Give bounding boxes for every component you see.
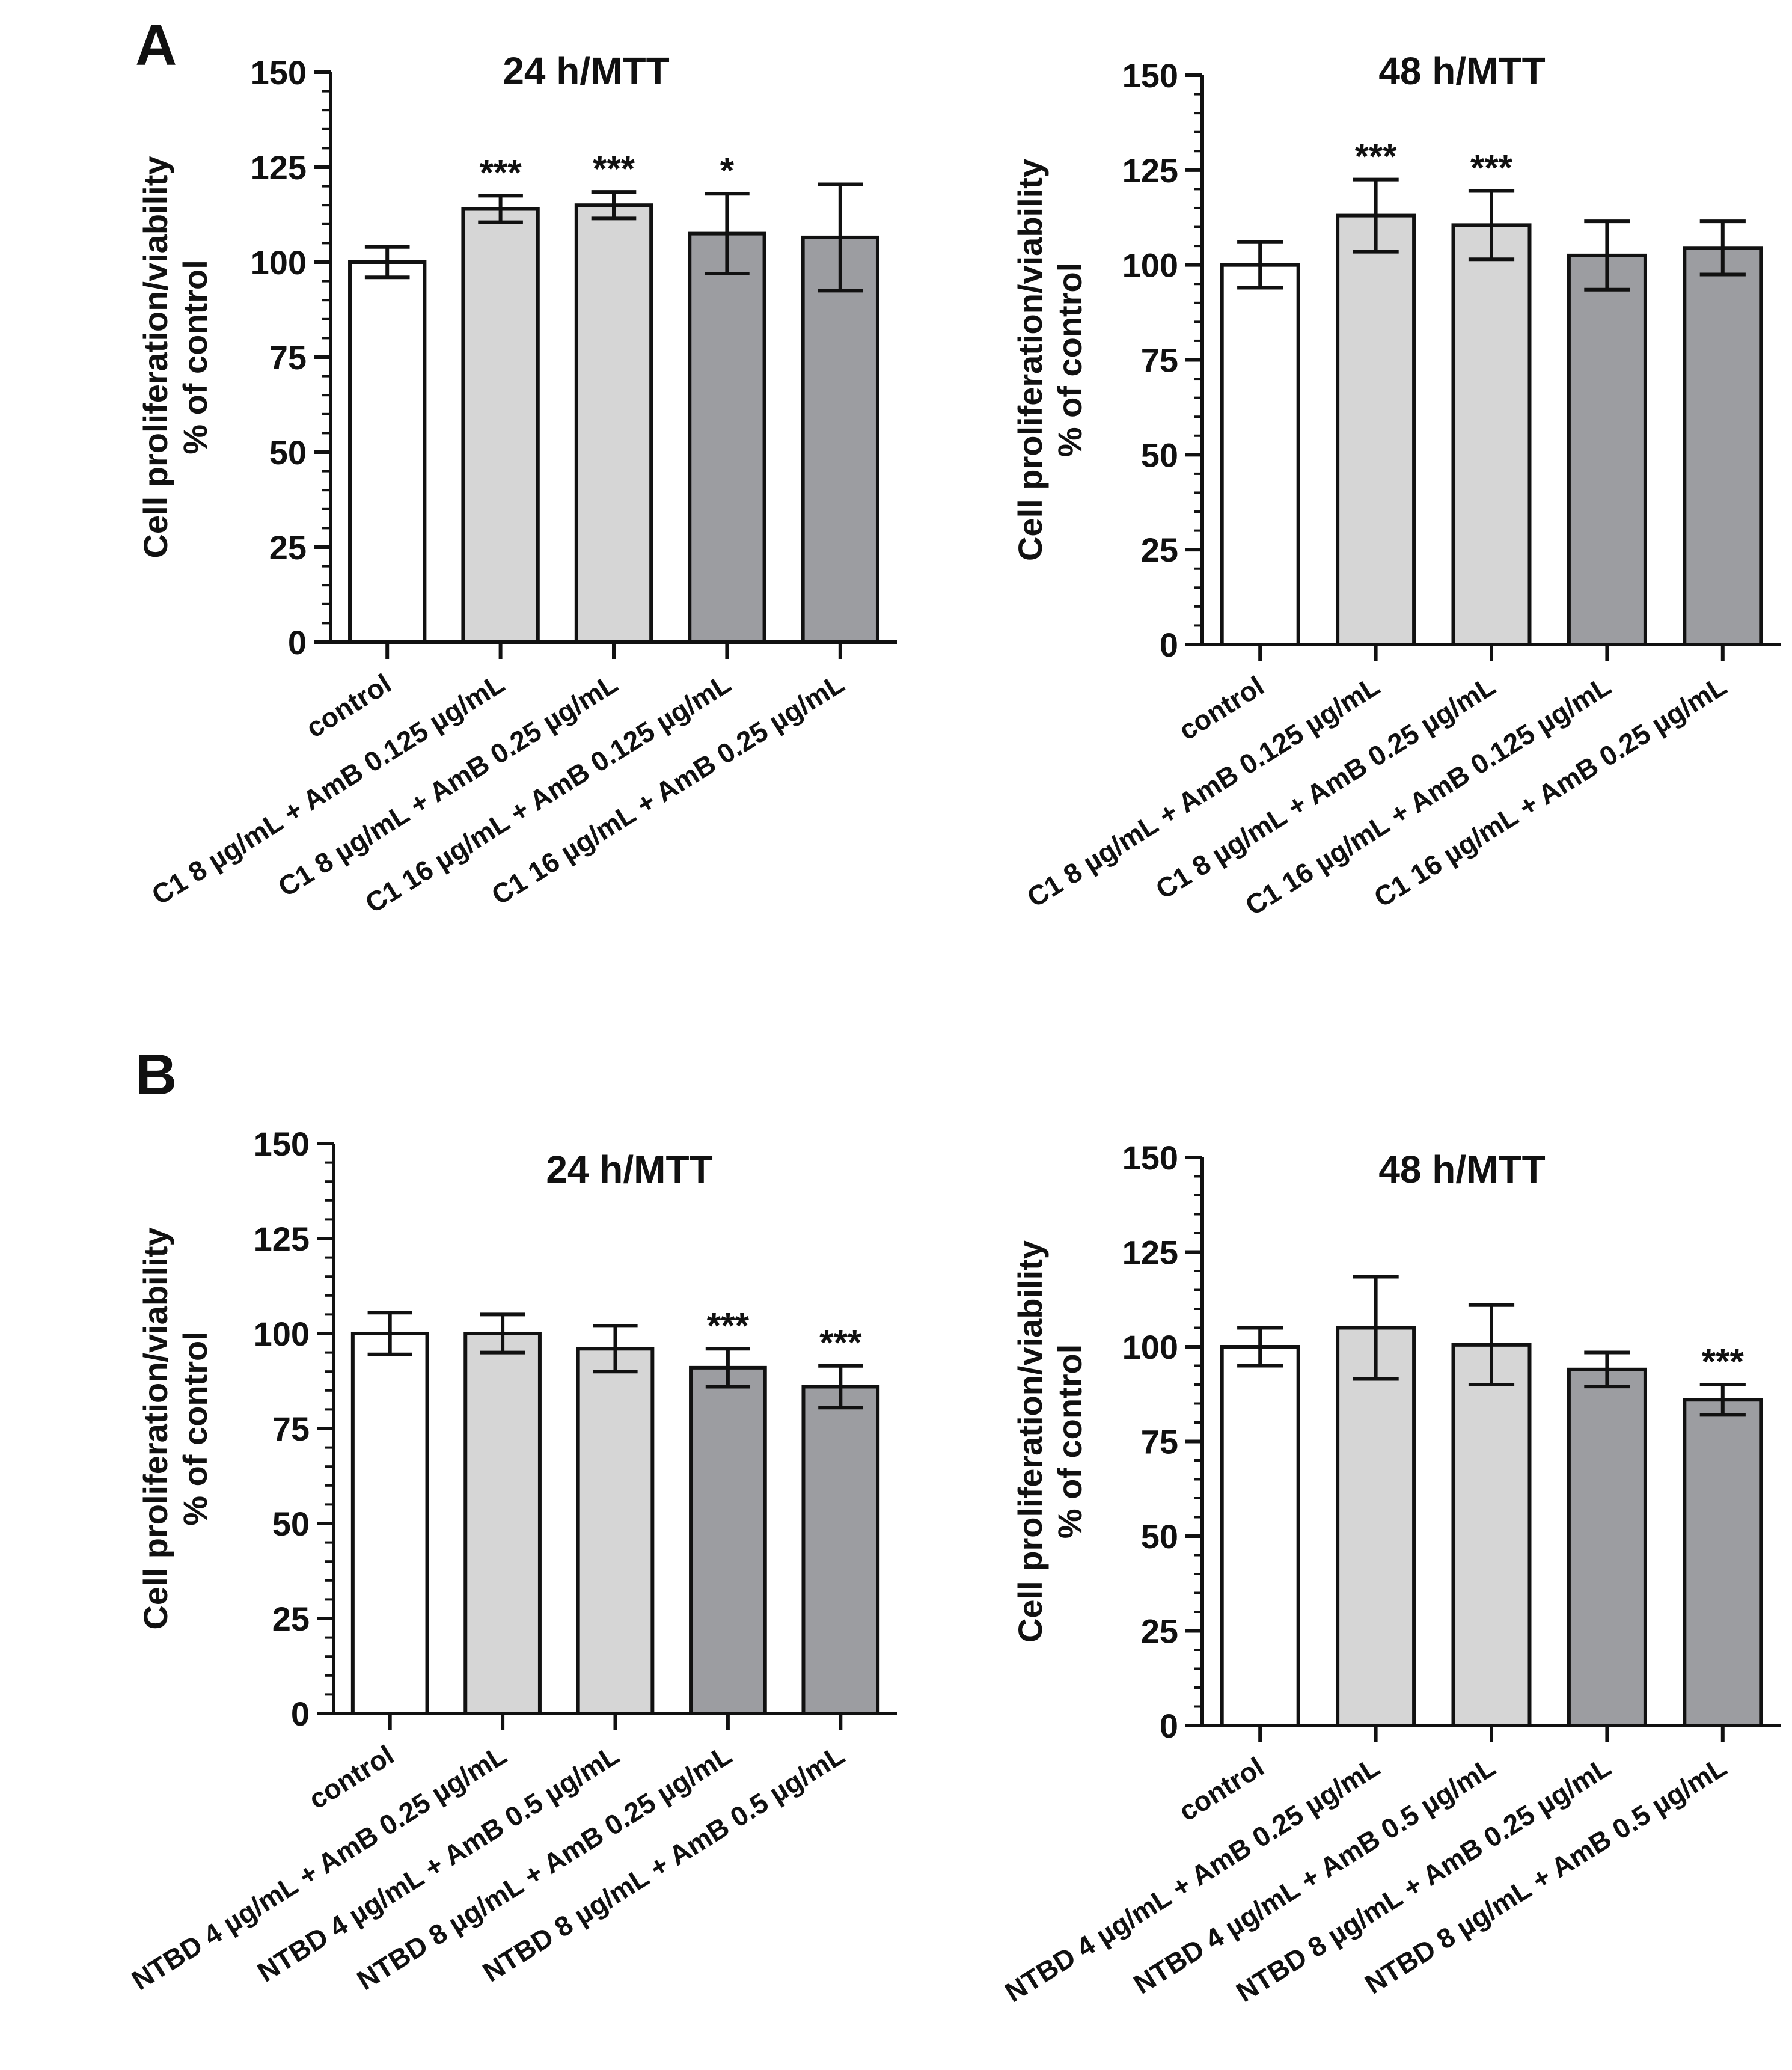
- chart-2: 48 h/MTT Cell proliferation/viability% of…: [1011, 49, 1781, 922]
- bar: [1336, 1326, 1416, 1727]
- chart-4: 48 h/MTT Cell proliferation/viability% of…: [999, 1139, 1781, 2008]
- bar: [576, 1347, 655, 1715]
- y-tick-label: 125: [1122, 152, 1178, 189]
- panel-letter-a: A: [135, 13, 177, 78]
- y-tick-label: 25: [272, 1600, 310, 1638]
- y-tick-label: 150: [251, 54, 307, 91]
- chart-title: 48 h/MTT: [1378, 49, 1545, 93]
- bar: [1220, 1345, 1300, 1727]
- y-axis-label: Cell proliferation/viability: [136, 156, 174, 558]
- y-axis-label: % of control: [1051, 1344, 1089, 1539]
- y-axis-label: Cell proliferation/viability: [136, 1227, 174, 1629]
- significance-marker: ***: [1355, 136, 1398, 177]
- bar: [801, 1385, 880, 1715]
- bar: [1683, 1398, 1763, 1727]
- chart-title: 48 h/MTT: [1378, 1148, 1545, 1191]
- y-tick-label: 75: [269, 338, 307, 376]
- y-tick-label: 75: [272, 1410, 310, 1448]
- y-tick-label: 25: [1141, 531, 1178, 569]
- significance-marker: ***: [819, 1323, 862, 1363]
- bar: [1220, 263, 1300, 646]
- y-axis-label: % of control: [1051, 263, 1089, 458]
- y-tick-label: 0: [291, 1695, 310, 1733]
- y-tick-label: 25: [1141, 1612, 1178, 1650]
- significance-marker: ***: [593, 149, 635, 189]
- bar: [1451, 1343, 1532, 1728]
- y-tick-label: 125: [1122, 1234, 1178, 1272]
- y-tick-label: 150: [1122, 57, 1178, 94]
- bar: [463, 1332, 542, 1715]
- significance-marker: ***: [707, 1305, 750, 1346]
- chart-title: 24 h/MTT: [503, 49, 669, 93]
- bar: [1451, 223, 1532, 647]
- bar: [688, 231, 766, 645]
- y-tick-label: 125: [251, 149, 307, 186]
- y-tick-label: 150: [254, 1125, 310, 1163]
- chart-1: 24 h/MTT Cell proliferation/viability% of…: [136, 49, 897, 919]
- y-tick-label: 100: [251, 243, 307, 281]
- y-tick-label: 100: [1122, 1328, 1178, 1366]
- panel-letter-b: B: [135, 1043, 177, 1107]
- bar: [461, 207, 540, 644]
- y-axis-label: Cell proliferation/viability: [1011, 1240, 1049, 1643]
- y-axis-label: Cell proliferation/viability: [1011, 159, 1049, 561]
- y-tick-label: 0: [1160, 626, 1178, 664]
- bar: [801, 235, 879, 645]
- x-category-label: control: [1173, 1751, 1270, 1827]
- bar: [1336, 213, 1416, 646]
- bar: [1567, 1367, 1647, 1728]
- bar: [348, 260, 427, 644]
- y-tick-label: 0: [1160, 1707, 1178, 1745]
- chart-title: 24 h/MTT: [546, 1148, 712, 1191]
- significance-marker: ***: [1702, 1341, 1745, 1382]
- chart-3: 24 h/MTT Cell proliferation/viability% of…: [126, 1125, 897, 1996]
- bar: [1567, 253, 1647, 646]
- y-tick-label: 50: [1141, 436, 1178, 474]
- y-tick-label: 75: [1141, 341, 1178, 379]
- x-category-label: control: [1173, 670, 1270, 746]
- y-tick-label: 50: [272, 1505, 310, 1543]
- y-tick-label: 125: [254, 1220, 310, 1258]
- y-tick-label: 100: [254, 1315, 310, 1353]
- y-tick-label: 150: [1122, 1139, 1178, 1177]
- y-tick-label: 50: [269, 433, 307, 471]
- bar: [350, 1332, 429, 1715]
- significance-marker: ***: [480, 152, 522, 192]
- y-axis-label: % of control: [176, 1331, 214, 1526]
- y-axis-label: % of control: [176, 260, 214, 455]
- bar: [574, 203, 653, 644]
- x-category-label: control: [301, 667, 397, 744]
- x-category-label: control: [303, 1739, 399, 1815]
- y-tick-label: 25: [269, 528, 307, 566]
- significance-marker: *: [720, 150, 735, 191]
- significance-marker: ***: [1470, 148, 1513, 188]
- y-tick-label: 0: [288, 623, 307, 661]
- y-tick-label: 75: [1141, 1423, 1178, 1461]
- bar: [689, 1365, 767, 1715]
- y-tick-label: 100: [1122, 247, 1178, 284]
- y-tick-label: 50: [1141, 1517, 1178, 1555]
- bar: [1683, 246, 1763, 646]
